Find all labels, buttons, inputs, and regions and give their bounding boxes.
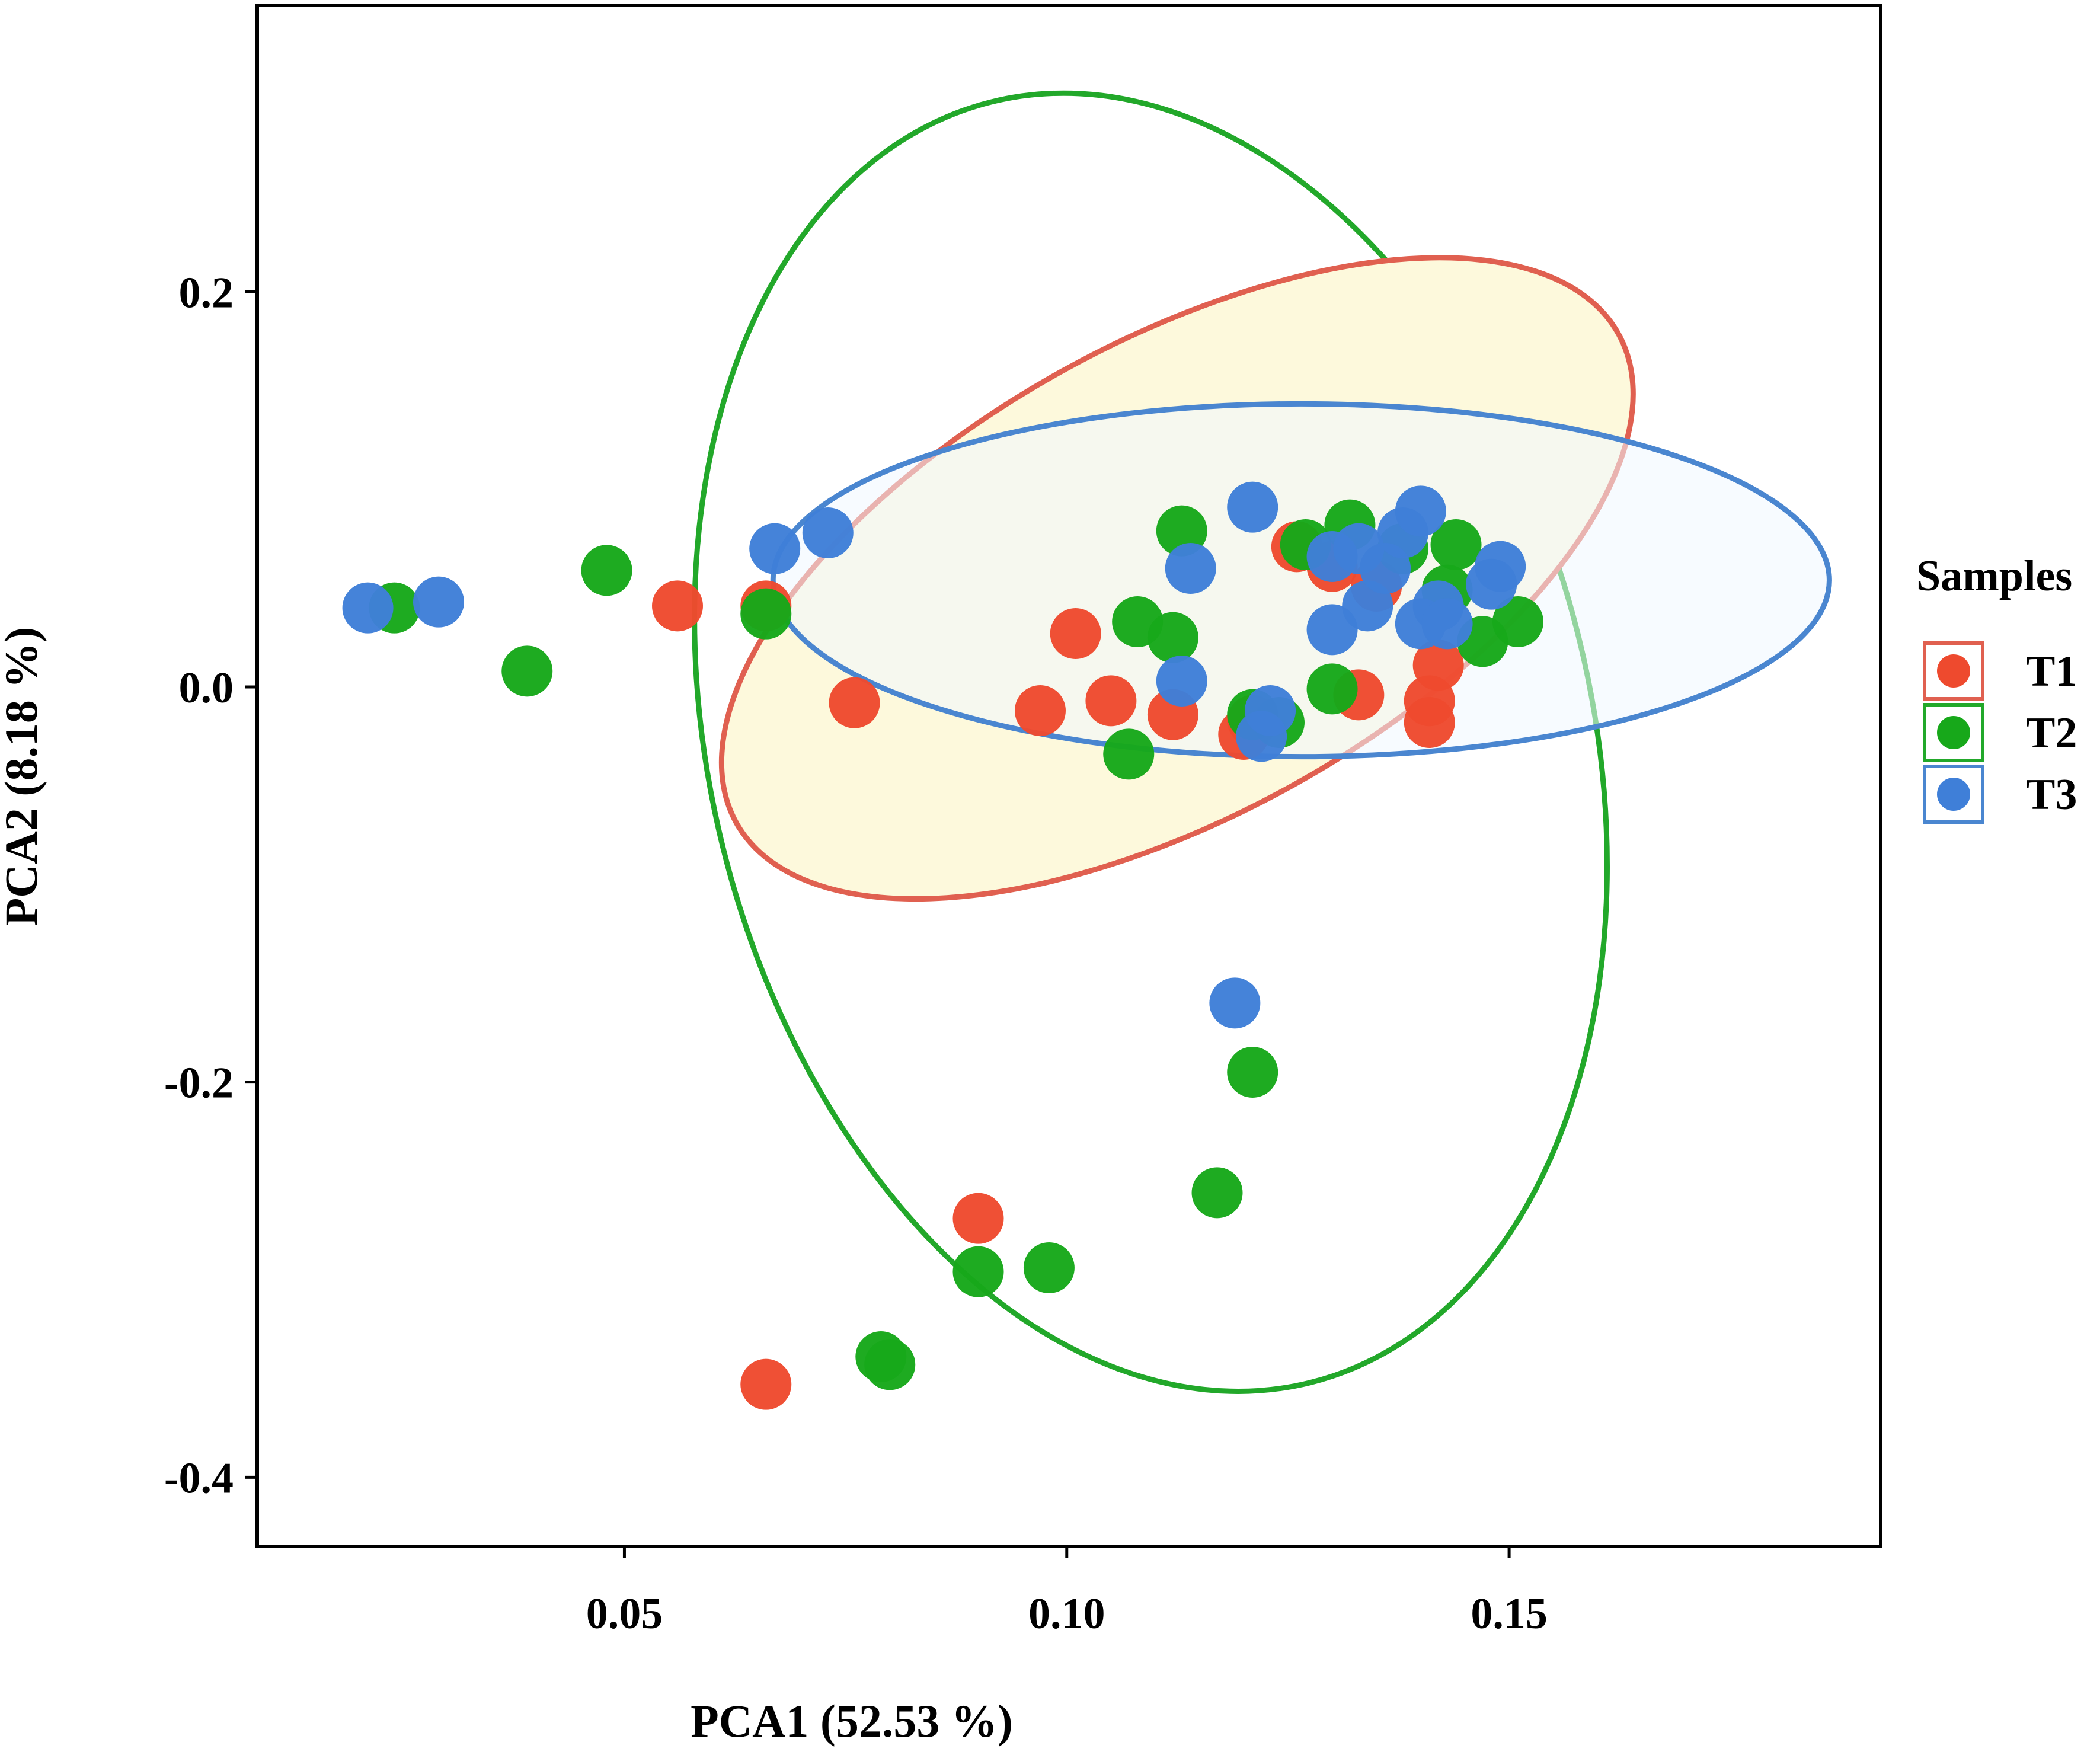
point-t3-1 [413,576,464,628]
point-t1-16 [952,1193,1004,1244]
y-tick-label: 0.0 [179,664,234,712]
point-t3-2 [749,523,801,574]
point-t3-21 [1209,977,1261,1029]
point-t2-2 [581,545,632,596]
point-t2-11 [1306,663,1358,715]
point-t3-4 [1165,543,1216,594]
axes: 0.05 0.10 0.15 0.2 0.0 -0.2 -0.4 [164,268,1548,1638]
y-axis-label: PCA2 (8.18 %) [0,627,47,926]
point-t2-19 [1191,1167,1243,1219]
x-tick-label: 0.05 [586,1590,663,1638]
point-t1-3 [1014,685,1066,736]
point-t3-0 [342,582,394,634]
point-t1-2 [829,677,880,728]
point-t3-15 [1395,485,1446,537]
point-t1-15 [1412,640,1464,691]
legend-label-t3: T3 [2026,771,2077,819]
point-t1-17 [740,1358,792,1410]
x-tick-label: 0.10 [1028,1590,1105,1638]
point-t3-3 [802,507,854,558]
legend-label-t2: T2 [2026,709,2077,757]
x-tick-label: 0.15 [1471,1590,1548,1638]
point-t3-5 [1156,656,1207,707]
ellipse-t3 [770,401,1832,760]
legend-key-t2 [1923,703,1984,762]
point-t3-6 [1227,481,1278,533]
confidence-ellipses [692,90,1832,1394]
y-tick-label: -0.2 [164,1059,234,1108]
point-t2-17 [1492,596,1544,647]
point-t2-1 [501,645,553,697]
plot-frame [255,4,1882,1548]
data-points [342,481,1544,1410]
point-t2-20 [952,1246,1004,1297]
point-t3-18 [1421,598,1473,650]
y-tick-label: -0.4 [164,1454,234,1503]
point-t2-3 [740,588,792,640]
point-t1-0 [652,580,704,632]
point-t2-18 [1227,1047,1278,1098]
point-t3-20 [1475,541,1526,592]
legend-swatch-t3 [1937,778,1970,811]
point-t2-15 [1430,519,1482,570]
point-t2-23 [864,1339,916,1390]
x-axis-label: PCA1 (52.53 %) [691,1695,1013,1747]
y-tick-label: 0.2 [179,268,234,317]
legend: Samples T1 T2 T3 [1916,552,2077,824]
point-t2-6 [1147,612,1198,663]
point-t1-5 [1085,675,1137,727]
legend-swatch-t2 [1937,716,1970,749]
legend-title: Samples [1916,552,2072,600]
point-t2-21 [1023,1242,1075,1293]
point-t2-4 [1103,728,1155,780]
point-t1-14 [1404,697,1455,748]
point-t3-8 [1245,685,1296,736]
legend-label-t1: T1 [2026,647,2077,696]
legend-swatch-t1 [1937,654,1970,688]
point-t1-4 [1050,608,1101,659]
